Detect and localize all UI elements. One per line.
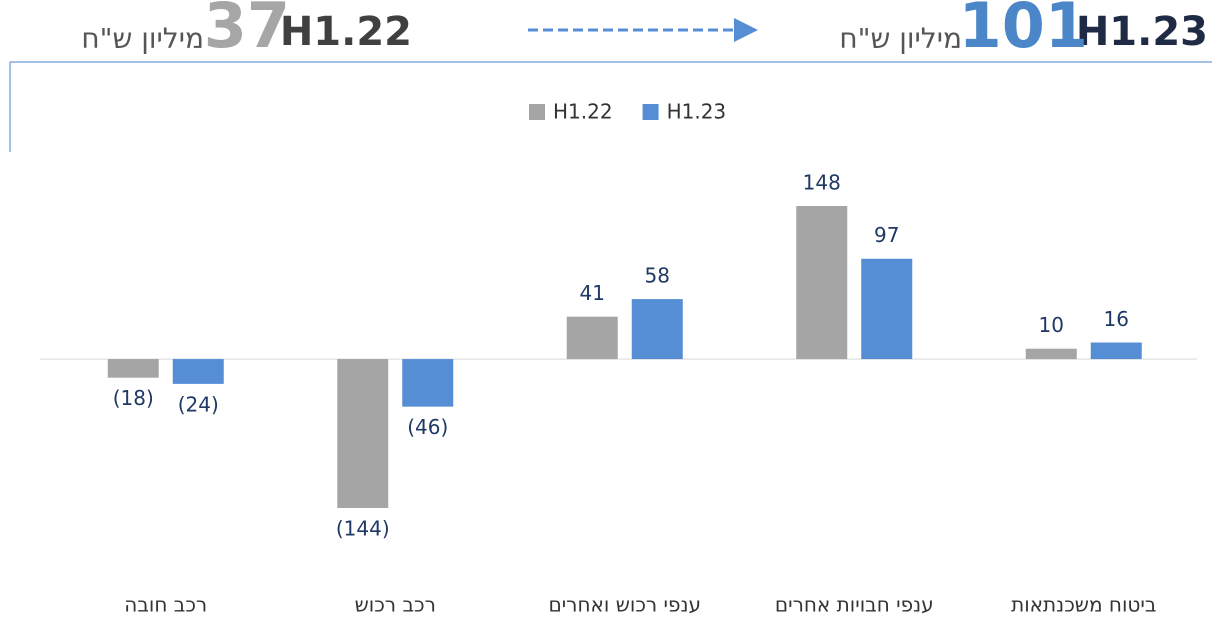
data-label: 16: [1104, 307, 1129, 331]
x-tick-label: רכב רכוש: [355, 593, 436, 617]
left-period: H1.22: [280, 9, 412, 55]
data-label: (24): [178, 392, 219, 416]
bar: [1025, 348, 1077, 360]
data-label: 97: [874, 223, 899, 247]
bar: [796, 206, 848, 360]
bar: [566, 316, 618, 360]
x-tick-label: ביטוח משכנתאות: [1011, 593, 1156, 617]
bar: [631, 299, 683, 360]
bar: [172, 359, 224, 384]
bar: [402, 359, 454, 407]
data-label: 10: [1039, 313, 1064, 337]
data-label: (18): [113, 386, 154, 410]
data-label: 41: [580, 281, 605, 305]
legend-swatch: [642, 104, 659, 120]
right-value: 101: [959, 0, 1088, 62]
x-tick-label: ענפי חבויות אחרים: [775, 593, 934, 617]
data-label: 148: [803, 171, 841, 195]
x-tick-label: רכב חובה: [124, 593, 207, 617]
right-unit: מיליון ש"ח: [839, 22, 962, 55]
legend-label: H1.22: [553, 100, 613, 124]
legend-swatch: [529, 104, 545, 120]
x-tick-label: ענפי רכוש ואחרים: [548, 593, 701, 617]
right-period: H1.23: [1076, 9, 1208, 55]
bar: [337, 359, 389, 508]
bar: [107, 359, 159, 378]
left-unit: מיליון ש"ח: [81, 22, 204, 55]
left-value: 37: [204, 0, 290, 62]
data-label: (144): [336, 517, 390, 541]
legend-label: H1.23: [667, 100, 727, 124]
bar: [861, 258, 913, 360]
data-label: (46): [407, 415, 448, 439]
bar: [1090, 342, 1142, 360]
data-label: 58: [645, 264, 670, 288]
